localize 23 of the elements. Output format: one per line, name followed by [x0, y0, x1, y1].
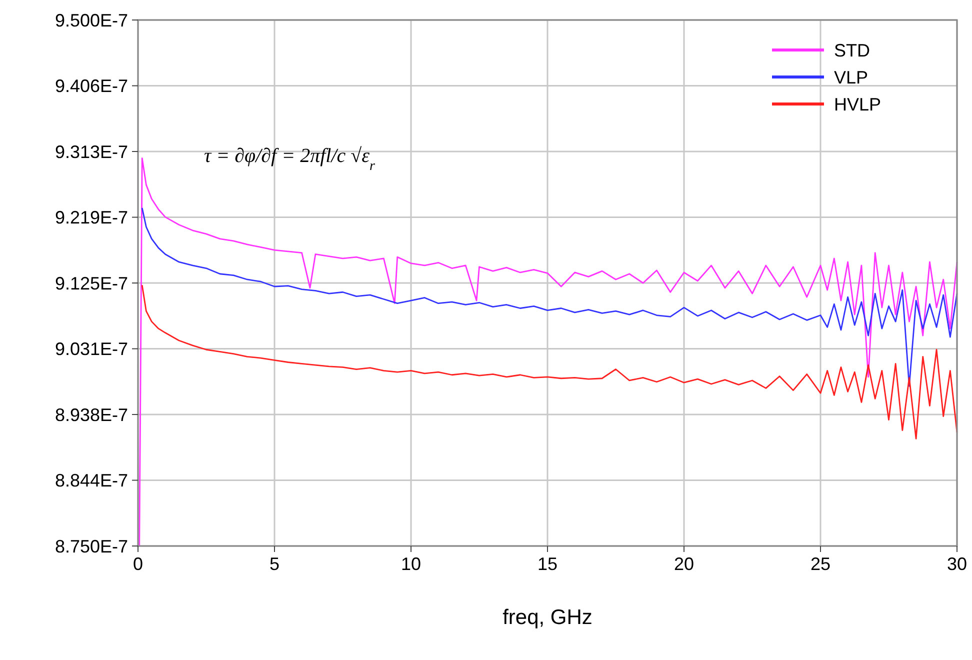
y-tick-label: 9.125E-7	[54, 273, 128, 294]
legend-label: STD	[834, 40, 870, 60]
y-tick-label: 9.219E-7	[54, 208, 128, 228]
y-tick-label: 9.500E-7	[54, 10, 128, 30]
x-tick-label: 20	[674, 554, 694, 574]
x-tick-label: 5	[269, 554, 280, 574]
x-tick-label: 15	[537, 554, 558, 574]
line-series	[141, 207, 958, 387]
x-tick-label: 10	[400, 554, 422, 574]
y-tick-label: 9.406E-7	[54, 76, 128, 96]
x-axis-title: freq, GHz	[502, 606, 592, 629]
x-tick-label: 0	[132, 554, 144, 574]
x-tick-label: 25	[810, 554, 831, 574]
legend-label: VLP	[834, 67, 868, 88]
y-tick-label: 9.313E-7	[54, 142, 128, 162]
y-tick-label: 8.750E-7	[54, 536, 128, 556]
line-series	[141, 284, 958, 440]
y-tick-label: 9.031E-7	[54, 339, 128, 360]
y-tick-label: 8.938E-7	[54, 404, 128, 425]
y-tick-label: 8.844E-7	[54, 470, 128, 491]
legend-label: HVLP	[834, 94, 882, 114]
annotation: τ = ∂φ/∂f = 2πfl/c √ε$_{r}$	[204, 145, 376, 174]
x-tick-label: 30	[946, 554, 968, 574]
